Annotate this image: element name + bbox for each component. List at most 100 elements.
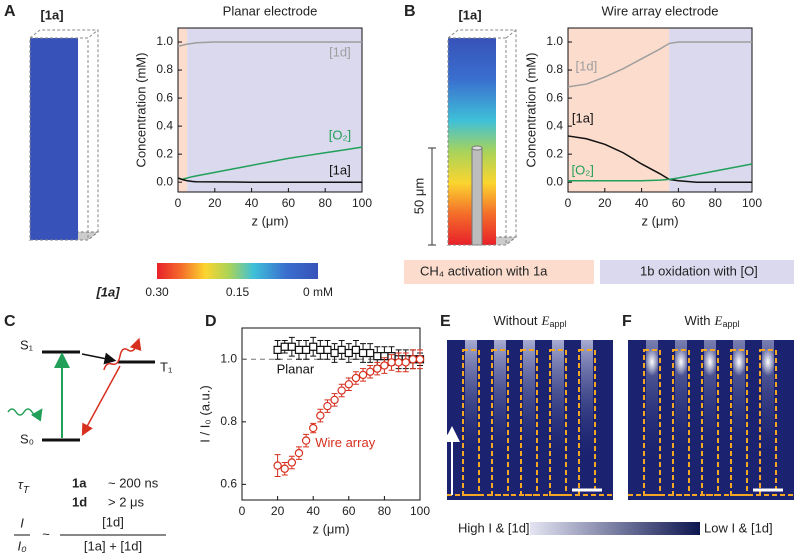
- series-label: Wire array: [315, 435, 375, 450]
- marker: [323, 345, 332, 354]
- marker: [358, 370, 368, 380]
- marker: [401, 358, 410, 367]
- line: [177, 146, 363, 181]
- z-label: z: [443, 429, 451, 444]
- streak: [523, 340, 535, 460]
- lifetime: ~ 200 ns: [108, 475, 159, 490]
- bright-spot: [703, 348, 717, 376]
- image-title: With Eappl: [685, 313, 740, 329]
- colorbar-tick-label: 0.30: [145, 285, 169, 299]
- marker: [294, 448, 304, 458]
- x-tick-label: 0: [239, 504, 246, 518]
- y-tick-label: 0.6: [220, 477, 237, 491]
- x-axis-label: z (μm): [251, 213, 288, 228]
- streak: [465, 340, 477, 460]
- marker: [373, 364, 382, 373]
- marker: [309, 342, 318, 351]
- marker: [280, 342, 289, 351]
- region: [187, 28, 362, 192]
- marker: [323, 401, 332, 411]
- marker: [394, 358, 403, 367]
- column-diagram: [428, 29, 518, 246]
- image-title-text: With: [685, 313, 711, 328]
- marker: [358, 348, 368, 358]
- marker: [280, 464, 289, 473]
- line: [177, 41, 362, 47]
- series-label: [1d]: [576, 59, 598, 74]
- marker: [380, 361, 389, 370]
- marker: [344, 380, 353, 389]
- line: [567, 41, 752, 88]
- x-tick-label: 20: [208, 196, 222, 210]
- x-tick-label: 20: [598, 196, 612, 210]
- scale-bar-label: 50 μm: [411, 178, 426, 214]
- region: [178, 28, 188, 192]
- y-axis-label: Concentration (mM): [523, 53, 538, 168]
- ratio-top: I: [20, 515, 24, 530]
- x-tick-label: 0: [175, 196, 182, 210]
- column-label: [1a]: [40, 7, 63, 22]
- image-title: Without Eappl: [493, 313, 566, 329]
- streak: [552, 340, 564, 460]
- legend-swatch: [600, 260, 794, 284]
- marker: [273, 345, 282, 354]
- y-tick-label: 1.0: [220, 351, 237, 365]
- marker: [344, 348, 353, 358]
- tau-symbol: τT: [18, 477, 30, 495]
- column-diagram: [28, 29, 100, 241]
- species: 1d: [72, 494, 87, 509]
- y-tick-label: 0.8: [156, 62, 173, 76]
- y-axis-label: Concentration (mM): [133, 53, 148, 168]
- y-tick-label: 0.6: [156, 90, 173, 104]
- panel-label: C: [4, 313, 16, 330]
- legend-label: CH₄ activation with 1a: [420, 263, 548, 278]
- region: [669, 28, 752, 192]
- y-tick-label: 0.2: [156, 146, 173, 160]
- wire-outline: [730, 349, 748, 496]
- marker: [309, 423, 318, 433]
- column-label: [1a]: [458, 7, 481, 22]
- marker: [316, 411, 325, 420]
- bright-spot: [732, 348, 746, 376]
- marker: [365, 367, 375, 376]
- y-tick-label: 0.0: [546, 174, 563, 188]
- x-tick-label: 60: [672, 196, 686, 210]
- wire-outline: [549, 349, 567, 496]
- x-tick-label: 100: [410, 504, 430, 518]
- marker: [294, 345, 304, 354]
- y-tick-label: 0.4: [546, 118, 563, 132]
- x-tick-label: 40: [307, 504, 321, 518]
- image-title-text: Without: [493, 313, 537, 328]
- marker: [287, 342, 296, 351]
- legend-swatch: [404, 260, 594, 284]
- y-tick-label: 1.0: [156, 34, 173, 48]
- y-axis-label: I / I₀ (a.u.): [197, 385, 212, 442]
- x-tick-label: 80: [709, 196, 723, 210]
- y-tick-label: 0.6: [546, 90, 563, 104]
- marker: [373, 352, 382, 361]
- marker: [366, 348, 375, 358]
- jablonski-diagram: [7, 337, 166, 536]
- microscopy-images: [447, 340, 794, 500]
- colorbar: [157, 263, 318, 279]
- tau-subscript: T: [23, 485, 30, 496]
- intensity-low: Low I & [1d]: [704, 520, 773, 535]
- series-label: [O₂]: [329, 127, 351, 142]
- bright-spot: [674, 348, 688, 376]
- series-label: [1d]: [329, 45, 351, 60]
- marker: [273, 461, 282, 470]
- series-label: [1a]: [329, 162, 351, 177]
- marker: [287, 458, 297, 467]
- y-tick-label: 0.2: [546, 146, 563, 160]
- x-tick-label: 80: [319, 196, 333, 210]
- marker: [351, 373, 361, 383]
- level-label: S₁: [20, 337, 34, 352]
- level-label: S₀: [20, 431, 34, 446]
- y-tick-label: 0.8: [220, 414, 237, 428]
- streak: [494, 340, 506, 460]
- bright-spot: [761, 348, 775, 376]
- marker: [337, 345, 346, 354]
- marker: [351, 345, 361, 354]
- level-label: T₁: [160, 359, 173, 374]
